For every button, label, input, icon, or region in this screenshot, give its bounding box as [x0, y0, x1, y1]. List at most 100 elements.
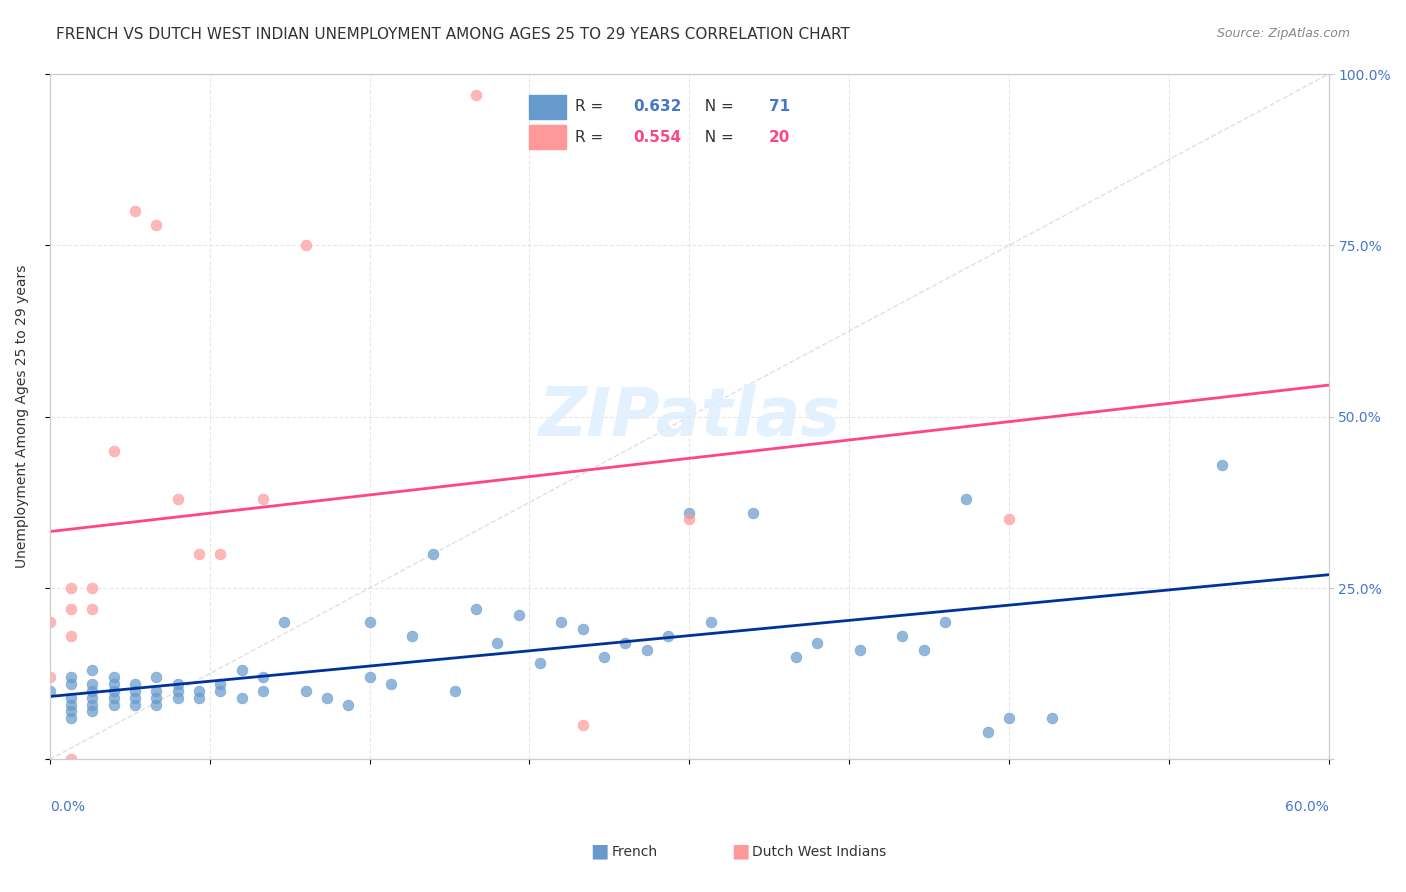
Point [38, 615, 60, 630]
Point [614, 636, 637, 650]
Point [145, 670, 167, 684]
Point [82, 663, 104, 677]
Point [593, 649, 616, 664]
Point [359, 670, 381, 684]
Point [124, 683, 146, 698]
Point [998, 512, 1021, 526]
Text: Dutch West Indians: Dutch West Indians [752, 846, 886, 859]
Point [124, 690, 146, 705]
Point [145, 698, 167, 712]
Point [82, 698, 104, 712]
Point [294, 238, 316, 252]
Point [103, 698, 125, 712]
Point [38, 683, 60, 698]
Point [252, 683, 274, 698]
Point [166, 690, 188, 705]
Point [998, 711, 1021, 725]
Point [742, 506, 765, 520]
Text: Source: ZipAtlas.com: Source: ZipAtlas.com [1216, 27, 1350, 40]
Point [60, 711, 83, 725]
Point [231, 663, 253, 677]
Point [678, 506, 700, 520]
Point [38, 670, 60, 684]
Point [529, 657, 551, 671]
Point [508, 608, 530, 623]
Point [124, 698, 146, 712]
Point [465, 601, 488, 615]
Point [380, 677, 402, 691]
Point [976, 725, 998, 739]
Point [60, 601, 83, 615]
Point [337, 698, 360, 712]
Point [209, 677, 232, 691]
Point [82, 683, 104, 698]
Point [60, 677, 83, 691]
Point [124, 204, 146, 219]
Point [848, 642, 870, 657]
Point [82, 690, 104, 705]
Point [60, 752, 83, 766]
Point [124, 677, 146, 691]
Point [1040, 711, 1063, 725]
Point [571, 718, 593, 732]
Point [103, 690, 125, 705]
Point [636, 642, 658, 657]
Point [103, 670, 125, 684]
Point [145, 218, 167, 232]
Text: FRENCH VS DUTCH WEST INDIAN UNEMPLOYMENT AMONG AGES 25 TO 29 YEARS CORRELATION C: FRENCH VS DUTCH WEST INDIAN UNEMPLOYMENT… [56, 27, 851, 42]
Text: 0.0%: 0.0% [49, 800, 84, 814]
Text: French: French [612, 846, 658, 859]
Point [145, 690, 167, 705]
Point [60, 629, 83, 643]
Point [82, 705, 104, 719]
Point [443, 683, 465, 698]
Point [785, 649, 807, 664]
Text: ■: ■ [591, 841, 609, 860]
Point [912, 642, 935, 657]
Point [166, 491, 188, 506]
Point [145, 683, 167, 698]
Point [401, 629, 423, 643]
Point [252, 670, 274, 684]
Point [60, 581, 83, 595]
Point [486, 636, 509, 650]
Point [188, 547, 211, 561]
Point [60, 690, 83, 705]
Point [550, 615, 572, 630]
Point [82, 601, 104, 615]
Point [891, 629, 914, 643]
Point [1211, 458, 1233, 472]
Text: 60.0%: 60.0% [1285, 800, 1329, 814]
Point [699, 615, 721, 630]
Point [678, 512, 700, 526]
Point [273, 615, 295, 630]
Point [60, 670, 83, 684]
Point [422, 547, 444, 561]
Point [934, 615, 956, 630]
Point [806, 636, 828, 650]
Point [103, 677, 125, 691]
Point [209, 547, 232, 561]
Point [209, 683, 232, 698]
Point [188, 690, 211, 705]
Text: ■: ■ [731, 841, 749, 860]
Point [465, 87, 488, 102]
Point [82, 581, 104, 595]
Point [103, 683, 125, 698]
Point [166, 683, 188, 698]
Point [231, 690, 253, 705]
Point [571, 622, 593, 636]
Point [657, 629, 679, 643]
Point [955, 491, 977, 506]
Point [60, 705, 83, 719]
Point [60, 698, 83, 712]
Point [252, 491, 274, 506]
Point [294, 683, 316, 698]
Point [166, 677, 188, 691]
Point [316, 690, 339, 705]
Point [103, 444, 125, 458]
Text: ZIPatlas: ZIPatlas [538, 384, 841, 450]
Point [82, 677, 104, 691]
Point [188, 683, 211, 698]
Point [359, 615, 381, 630]
